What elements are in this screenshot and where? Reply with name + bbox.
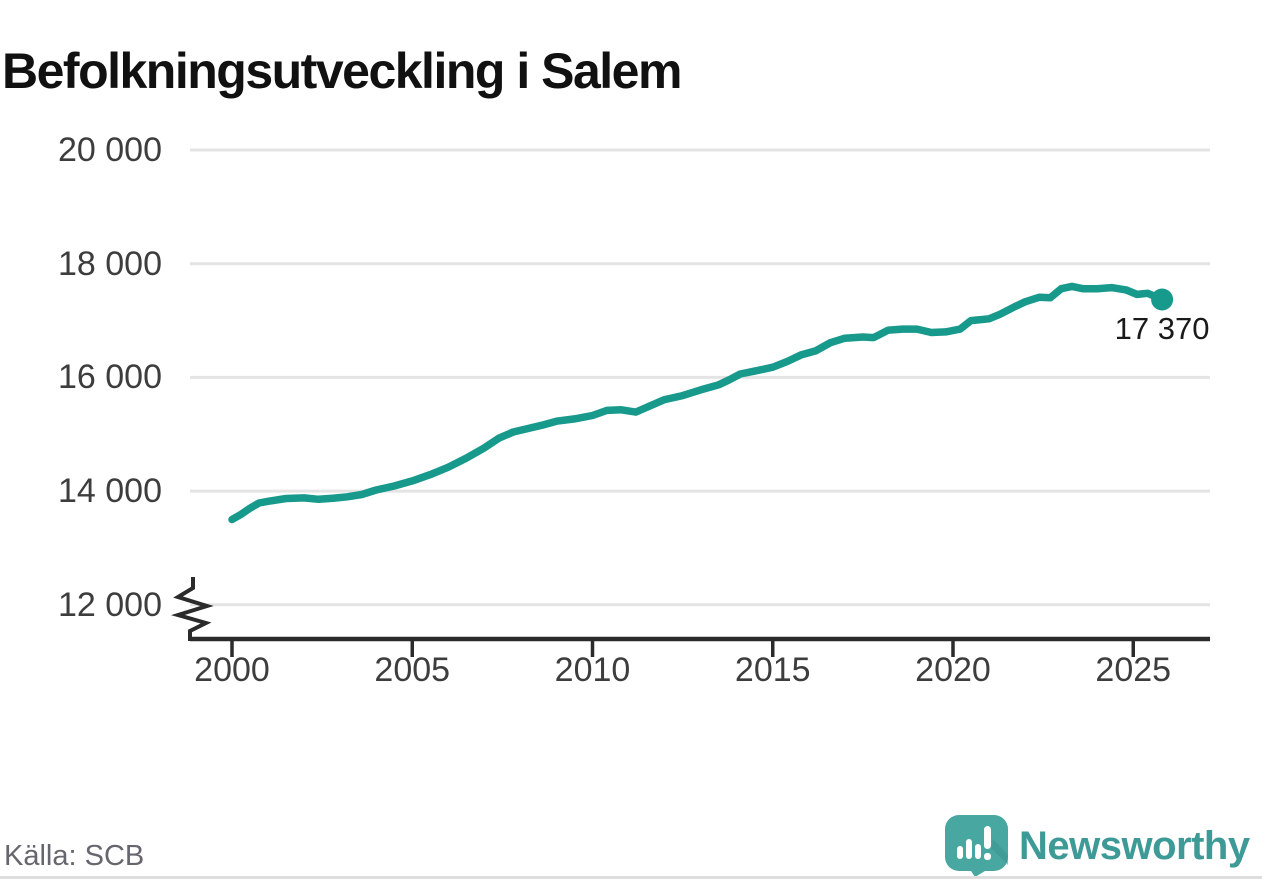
y-axis-break-zigzag [170,577,214,641]
brand-name: Newsworthy [1019,824,1250,868]
y-tick-label: 16 000 [58,358,162,397]
latest-value-label: 17 370 [1114,310,1210,346]
x-tick-label: 2025 [1095,651,1172,689]
x-tick-label: 2020 [915,651,991,689]
newsworthy-logo-icon [945,815,1008,877]
source-attribution: Källa: SCB [4,840,145,872]
newsworthy-brand: Newsworthy [945,815,1250,877]
latest-point-dot [1151,288,1174,311]
population-series-line [228,282,1166,524]
y-tick-label: 20 000 [58,131,162,169]
x-tick-label: 2005 [374,651,451,689]
gridlines [190,148,1210,607]
y-tick-label: 14 000 [58,472,162,511]
y-tick-label: 18 000 [58,244,162,283]
x-tick-label: 2010 [554,651,631,689]
x-tick-label: 2015 [734,651,811,689]
page-title: Befolkningsutveckling i Salem [2,42,682,99]
y-tick-label: 12 000 [58,585,162,624]
x-tick-label: 2000 [194,651,270,689]
x-axis-tick-marks [230,641,1135,657]
bottom-window-edge [0,876,1262,879]
